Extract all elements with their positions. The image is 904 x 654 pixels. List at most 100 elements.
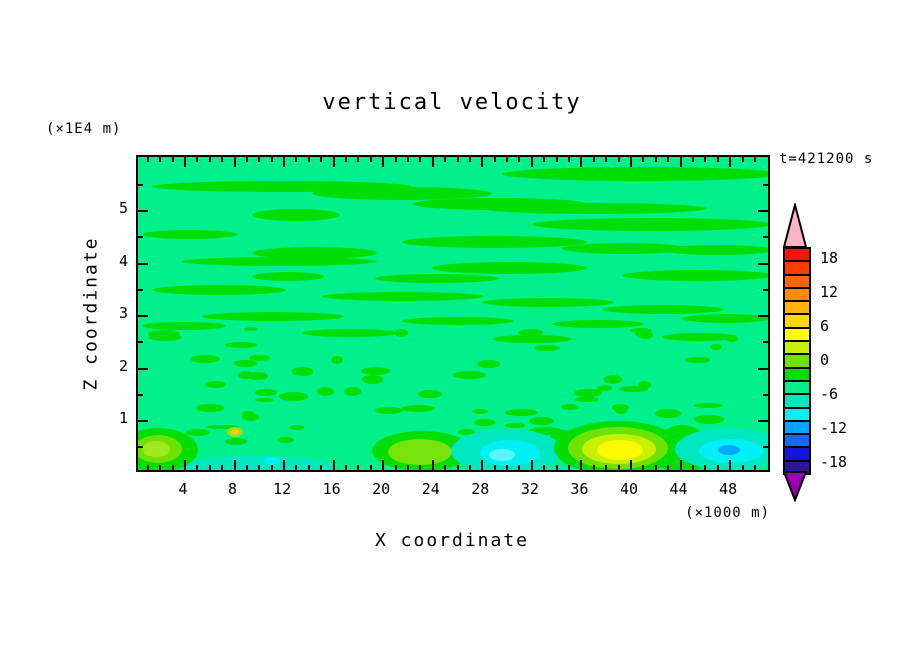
field-speckle <box>195 403 224 413</box>
field-speckle <box>224 341 257 348</box>
axis-tick <box>568 465 571 470</box>
field-streak <box>622 270 768 281</box>
x-tick-label: 48 <box>719 480 738 498</box>
field-speckle <box>574 396 599 402</box>
axis-tick <box>518 465 521 470</box>
field-streak <box>142 230 237 239</box>
field-speckle <box>234 359 258 368</box>
axis-tick <box>444 465 447 470</box>
field-streak <box>152 285 286 295</box>
axis-tick <box>183 157 186 167</box>
field-speckle <box>638 331 653 339</box>
axis-tick <box>332 157 335 167</box>
colorbar <box>783 247 811 475</box>
axis-tick <box>431 157 434 167</box>
axis-tick <box>493 465 496 470</box>
field-streak <box>142 322 226 330</box>
colorbar-tick-label: 6 <box>820 317 830 335</box>
field-speckle <box>597 385 613 391</box>
field-streak <box>252 272 324 281</box>
field-streak <box>662 333 738 341</box>
x-tick-label: 16 <box>322 480 341 498</box>
axis-tick <box>758 315 768 317</box>
axis-tick <box>543 157 546 162</box>
axis-tick <box>481 460 484 470</box>
axis-tick <box>138 210 148 212</box>
axis-tick <box>307 465 310 470</box>
axis-tick <box>283 157 286 167</box>
axis-tick <box>369 157 372 162</box>
colorbar-tick-label: -18 <box>820 453 848 471</box>
axis-tick <box>138 236 143 239</box>
field-speckle <box>147 329 181 338</box>
axis-tick <box>146 157 149 162</box>
axis-tick <box>763 393 768 396</box>
axis-tick <box>196 465 199 470</box>
field-blob <box>718 445 740 455</box>
field-speckle <box>186 429 210 437</box>
field-speckle <box>343 387 361 396</box>
axis-tick <box>691 157 694 162</box>
axis-tick <box>716 465 719 470</box>
x-tick-label: 36 <box>570 480 589 498</box>
colorbar-cell <box>785 342 809 356</box>
axis-tick <box>406 465 409 470</box>
axis-tick <box>506 157 509 162</box>
axis-tick <box>530 157 533 167</box>
field-speckle <box>331 356 343 364</box>
field-streak <box>252 209 340 221</box>
axis-tick <box>642 465 645 470</box>
axis-tick <box>763 236 768 239</box>
field-streak <box>562 243 687 254</box>
colorbar-cell <box>785 302 809 316</box>
axis-tick <box>667 465 670 470</box>
axis-tick <box>357 157 360 162</box>
axis-tick <box>753 157 756 162</box>
axis-tick <box>605 465 608 470</box>
axis-tick <box>716 157 719 162</box>
field-streak <box>252 247 377 259</box>
colorbar-cell <box>785 355 809 369</box>
colorbar-cell <box>785 368 809 382</box>
field-speckle <box>655 409 682 419</box>
axis-tick <box>530 460 533 470</box>
x-tick-label: 40 <box>619 480 639 498</box>
colorbar-under-range-arrow <box>782 471 808 502</box>
axis-tick <box>468 465 471 470</box>
axis-tick <box>138 262 148 265</box>
field-streak <box>682 314 768 323</box>
axis-tick <box>138 446 143 449</box>
colorbar-over-range-arrow <box>782 203 808 248</box>
field-speckle <box>291 367 314 376</box>
field-streak <box>552 320 644 328</box>
contour-plot-area <box>136 155 770 472</box>
axis-tick <box>138 420 148 422</box>
x-tick-label: 28 <box>471 480 490 498</box>
axis-tick <box>345 157 348 162</box>
axis-tick <box>617 465 620 470</box>
axis-tick <box>704 465 707 470</box>
axis-tick <box>208 157 211 162</box>
colorbar-tick-label: -12 <box>820 419 848 437</box>
axis-tick <box>138 341 143 344</box>
field-speckle <box>237 371 253 380</box>
axis-tick <box>630 157 632 167</box>
field-speckle <box>278 392 309 401</box>
field-speckle <box>245 372 268 381</box>
timestamp-label: t=421200 s <box>779 151 874 167</box>
field-speckle <box>637 381 652 389</box>
field-speckle <box>361 374 384 384</box>
axis-tick <box>394 465 397 470</box>
x-tick-label: 44 <box>669 480 688 498</box>
field-streak <box>202 312 344 321</box>
axis-tick <box>617 157 620 162</box>
axis-tick <box>642 157 645 162</box>
colorbar-tick-label: 0 <box>820 351 830 369</box>
axis-tick <box>138 183 143 186</box>
axis-tick <box>183 460 186 470</box>
field-speckle <box>685 357 710 363</box>
axis-tick <box>758 210 768 212</box>
field-speckle <box>249 355 270 362</box>
x-tick-label: 24 <box>421 480 440 498</box>
colorbar-cell <box>785 328 809 343</box>
